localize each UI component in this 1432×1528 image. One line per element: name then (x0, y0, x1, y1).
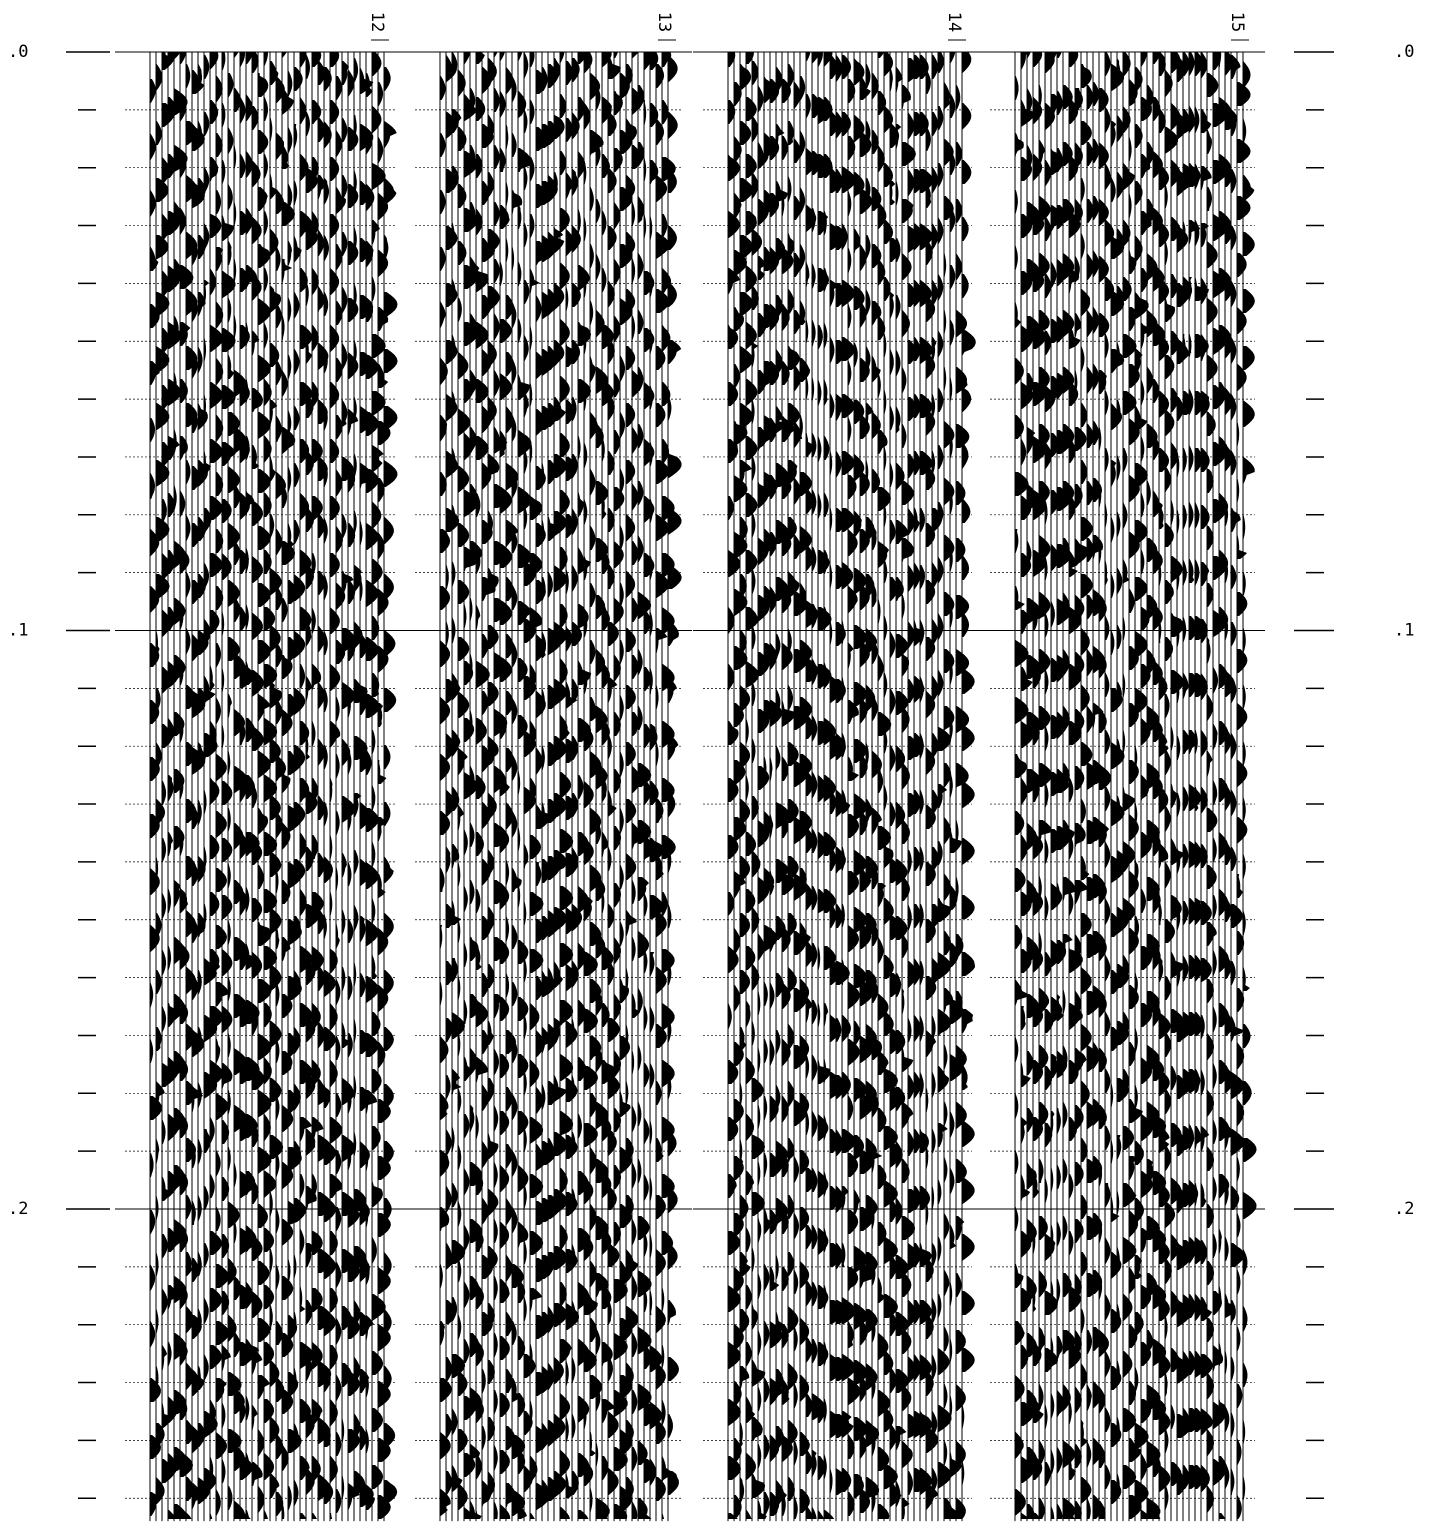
y-tick-label: .1 (8, 621, 28, 641)
trace-lobes (210, 52, 223, 1519)
y-tick-label-right: .1 (1394, 621, 1414, 641)
trace-lobes (944, 82, 954, 1519)
trace-lobes (264, 52, 277, 1519)
trace-lobes (1171, 52, 1184, 1486)
trace-lobes (746, 52, 759, 1519)
trace-lobes (668, 55, 682, 1495)
record-label: 14 (944, 12, 964, 32)
y-tick-label-right: .0 (1394, 42, 1414, 62)
y-tick-label: .2 (8, 1199, 28, 1219)
record-label: 13 (654, 12, 674, 32)
trace-lobes (192, 70, 205, 1510)
trace-lobes (560, 52, 573, 1519)
trace-lobes (866, 64, 879, 1504)
record-label: 12 (367, 12, 387, 32)
trace-lobes (180, 52, 193, 1519)
y-tick-label: .0 (8, 42, 28, 62)
trace-lobes (662, 52, 676, 1519)
trace-lobes (446, 55, 459, 1495)
y-tick-label-right: .2 (1394, 1199, 1414, 1219)
record-label: 15 (1227, 12, 1247, 32)
trace-lobes (932, 55, 942, 1492)
chart: .0 .0 .1 .1 .2 .2 12 13 14 15 (0, 0, 1432, 1528)
trace-lobes (602, 52, 615, 1519)
trace-lobes (282, 52, 295, 1519)
trace-lobes (530, 52, 544, 1519)
page: .0.0.1.1.2.212131415 (() => { const data… (0, 0, 1432, 1528)
trace-lobes (1243, 61, 1257, 1501)
